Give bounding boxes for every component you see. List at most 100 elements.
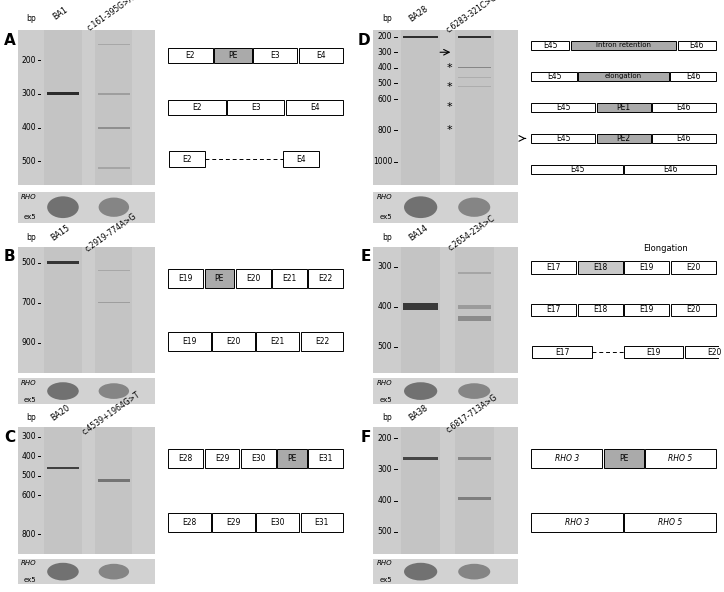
- Text: E20: E20: [227, 337, 241, 346]
- Text: PE1: PE1: [616, 103, 631, 112]
- Bar: [685, 346, 724, 358]
- Text: ex5: ex5: [380, 214, 392, 220]
- Text: E19: E19: [178, 274, 193, 283]
- Bar: [652, 102, 716, 112]
- Text: c.4539+1964G>T: c.4539+1964G>T: [80, 390, 142, 437]
- Ellipse shape: [47, 197, 79, 218]
- Bar: [455, 30, 494, 185]
- Bar: [169, 152, 205, 167]
- Bar: [597, 134, 651, 143]
- Text: F: F: [361, 430, 371, 445]
- Ellipse shape: [404, 197, 437, 218]
- Text: BA15: BA15: [49, 223, 72, 243]
- Text: RHO 5: RHO 5: [658, 517, 682, 527]
- Text: 600: 600: [22, 491, 36, 500]
- Text: E4: E4: [310, 103, 319, 112]
- Ellipse shape: [98, 383, 129, 399]
- Bar: [652, 134, 716, 143]
- Text: PE: PE: [214, 274, 224, 283]
- Bar: [46, 92, 80, 95]
- Text: E45: E45: [556, 103, 571, 112]
- Text: E31: E31: [315, 517, 329, 527]
- Ellipse shape: [98, 198, 129, 217]
- Text: bp: bp: [383, 14, 392, 23]
- Bar: [623, 346, 683, 358]
- Bar: [241, 449, 276, 468]
- Bar: [624, 262, 669, 274]
- Text: RHO 3: RHO 3: [565, 517, 589, 527]
- Text: E21: E21: [282, 274, 297, 283]
- Bar: [670, 304, 716, 316]
- Ellipse shape: [404, 382, 437, 400]
- Bar: [98, 127, 130, 128]
- Bar: [96, 30, 132, 185]
- Text: 500: 500: [22, 157, 36, 166]
- Text: RHO 5: RHO 5: [668, 455, 693, 464]
- Text: E46: E46: [662, 165, 677, 174]
- Text: BA20: BA20: [49, 404, 72, 423]
- Text: BA14: BA14: [407, 223, 429, 243]
- Text: E29: E29: [215, 455, 230, 464]
- Ellipse shape: [404, 563, 437, 581]
- Bar: [531, 513, 623, 532]
- Bar: [98, 93, 130, 95]
- Text: E28: E28: [182, 517, 197, 527]
- Bar: [403, 36, 438, 37]
- Bar: [531, 262, 576, 274]
- Ellipse shape: [98, 564, 129, 580]
- Text: 200: 200: [22, 56, 36, 65]
- Text: D: D: [358, 33, 371, 48]
- Text: intron retention: intron retention: [596, 42, 651, 48]
- Text: 900: 900: [22, 339, 36, 348]
- Text: ex5: ex5: [23, 397, 36, 403]
- Text: RHO 3: RHO 3: [555, 455, 578, 464]
- Bar: [458, 67, 491, 69]
- Text: 800: 800: [22, 530, 36, 539]
- Text: 1000: 1000: [373, 157, 392, 166]
- Bar: [645, 449, 716, 468]
- Bar: [98, 44, 130, 46]
- Text: E20: E20: [707, 348, 722, 356]
- Text: E3: E3: [251, 103, 261, 112]
- Bar: [458, 497, 491, 500]
- Bar: [168, 269, 203, 288]
- Text: E28: E28: [179, 455, 193, 464]
- Text: E18: E18: [593, 305, 607, 314]
- Bar: [578, 72, 669, 81]
- Text: E20: E20: [686, 305, 700, 314]
- Text: PE: PE: [619, 455, 628, 464]
- Bar: [308, 449, 343, 468]
- Bar: [531, 165, 623, 174]
- Bar: [531, 72, 577, 81]
- Bar: [670, 262, 716, 274]
- Bar: [96, 247, 132, 373]
- Bar: [604, 449, 644, 468]
- Text: PE2: PE2: [616, 134, 631, 143]
- Bar: [455, 247, 494, 373]
- Text: *: *: [446, 102, 452, 112]
- Text: bp: bp: [26, 14, 36, 23]
- Bar: [531, 134, 595, 143]
- Bar: [458, 272, 491, 274]
- Text: 500: 500: [22, 258, 36, 267]
- Text: E17: E17: [547, 305, 561, 314]
- Text: RHO: RHO: [376, 194, 392, 200]
- Bar: [458, 305, 491, 309]
- Text: 200: 200: [378, 32, 392, 41]
- Text: E45: E45: [556, 134, 571, 143]
- Text: E20: E20: [246, 274, 260, 283]
- Text: 200: 200: [378, 433, 392, 443]
- Bar: [253, 48, 298, 63]
- Text: 500: 500: [378, 342, 392, 352]
- Text: c.6283-321C>G: c.6283-321C>G: [445, 0, 499, 34]
- Text: E29: E29: [227, 517, 241, 527]
- Text: 400: 400: [378, 496, 392, 505]
- Text: ex5: ex5: [380, 577, 392, 583]
- Ellipse shape: [458, 383, 490, 399]
- Ellipse shape: [458, 564, 490, 580]
- Bar: [214, 48, 252, 63]
- Text: E19: E19: [182, 337, 197, 346]
- Bar: [300, 513, 343, 532]
- Bar: [401, 427, 440, 554]
- Bar: [531, 40, 569, 50]
